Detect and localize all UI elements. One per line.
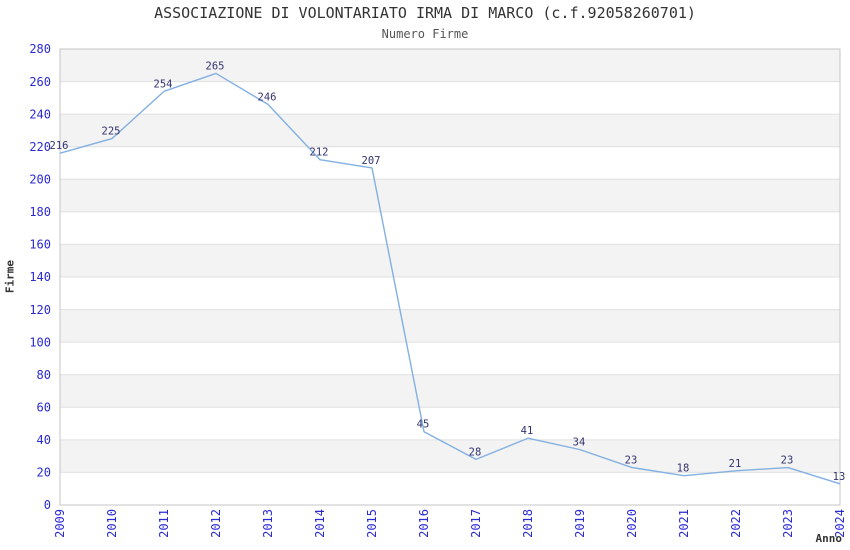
y-tick-label: 160 [29, 238, 51, 252]
data-point-label: 216 [50, 140, 69, 152]
data-point-label: 265 [206, 60, 225, 72]
y-tick-label: 80 [37, 368, 51, 382]
plot-band [60, 49, 840, 82]
data-point-label: 23 [781, 455, 794, 467]
plot-band [60, 309, 840, 343]
plot-band [60, 179, 840, 212]
data-point-label: 246 [258, 91, 277, 103]
x-tick-label: 2010 [105, 509, 119, 538]
data-point-label: 13 [833, 471, 846, 483]
y-tick-label: 140 [29, 270, 51, 284]
data-point-label: 212 [310, 147, 329, 159]
x-tick-label: 2014 [313, 509, 327, 538]
y-tick-label: 0 [44, 498, 51, 512]
y-tick-label: 40 [37, 433, 51, 447]
data-point-label: 18 [677, 463, 690, 475]
x-axis-title: Anno [815, 532, 843, 545]
y-tick-label: 200 [29, 172, 51, 186]
y-tick-label: 60 [37, 400, 51, 414]
y-tick-label: 100 [29, 335, 51, 349]
data-point-label: 41 [521, 425, 534, 437]
x-tick-label: 2017 [469, 509, 483, 538]
y-tick-label: 280 [29, 42, 51, 56]
y-tick-label: 120 [29, 303, 51, 317]
x-tick-label: 2011 [157, 509, 171, 538]
x-tick-label: 2024 [833, 509, 847, 538]
plot-band [60, 374, 840, 408]
x-tick-label: 2013 [261, 509, 275, 538]
data-line [59, 72, 841, 485]
plot-band [60, 439, 840, 473]
x-tick-label: 2021 [677, 509, 691, 538]
y-axis-title: Firme [3, 259, 17, 294]
x-tick-label: 2023 [781, 509, 795, 538]
x-tick-label: 2018 [521, 509, 535, 538]
y-tick-label: 260 [29, 75, 51, 89]
data-point-label: 45 [417, 419, 430, 431]
x-tick-label: 2009 [53, 509, 67, 538]
data-point-label: 23 [625, 455, 638, 467]
chart-subtitle: Numero Firme [381, 27, 469, 41]
chart-title: ASSOCIAZIONE DI VOLONTARIATO IRMA DI MAR… [154, 4, 696, 22]
x-tick-label: 2016 [417, 509, 431, 538]
data-point-label: 254 [154, 78, 173, 90]
plot-band [60, 244, 840, 277]
y-tick-label: 240 [29, 107, 51, 121]
plot-band [60, 114, 840, 147]
y-tick-label: 180 [29, 205, 51, 219]
plot-border [59, 48, 841, 506]
x-tick-label: 2020 [625, 509, 639, 538]
x-tick-label: 2015 [365, 509, 379, 538]
data-point-label: 207 [362, 155, 381, 167]
y-tick-label: 20 [37, 466, 51, 480]
data-point-label: 21 [729, 458, 742, 470]
data-point-label: 28 [469, 446, 482, 458]
x-tick-label: 2019 [573, 509, 587, 538]
data-point-label: 34 [573, 437, 586, 449]
data-point-label: 225 [102, 126, 121, 138]
x-tick-label: 2012 [209, 509, 223, 538]
x-tick-label: 2022 [729, 509, 743, 538]
y-tick-label: 220 [29, 140, 51, 154]
